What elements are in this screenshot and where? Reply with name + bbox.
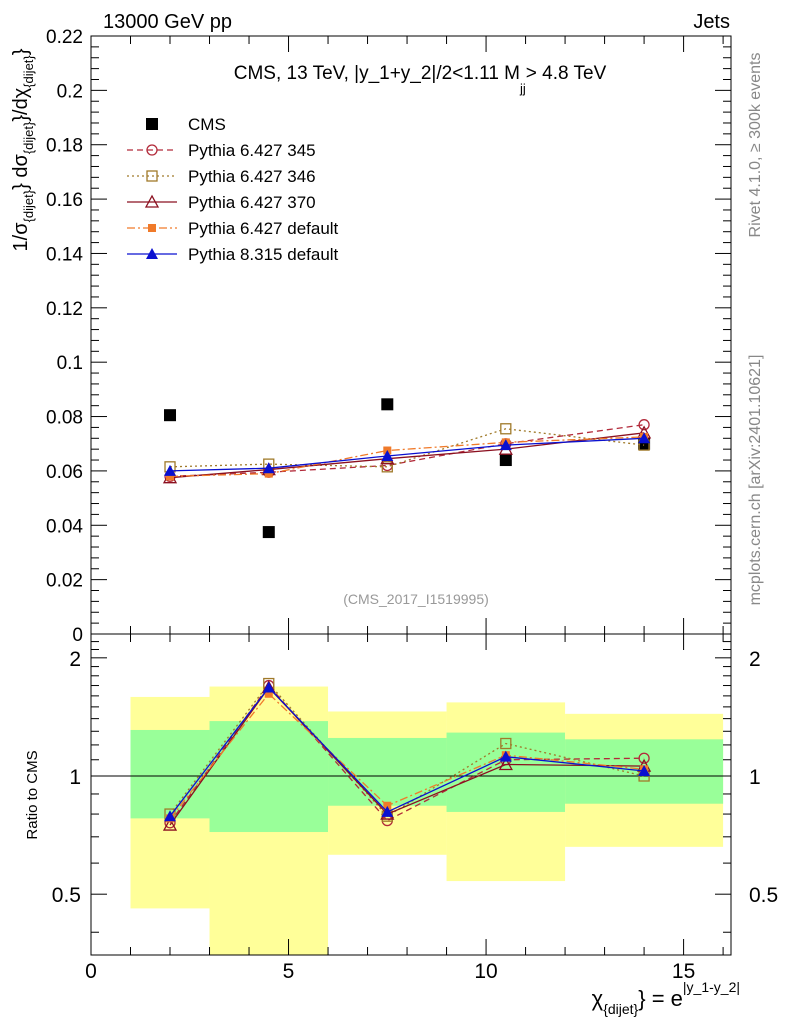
point-5-1 xyxy=(262,462,275,474)
ratio-panel: 0.5 0.5 1 1 2 2 0 5 10 15 Ratio to CMS χ{dijet}} … xyxy=(24,633,778,1017)
point-0-2 xyxy=(381,398,394,411)
main-ytick-label-10: 0.2 xyxy=(57,81,83,102)
series-5 xyxy=(164,432,651,476)
main-ytick-label-1: 0.02 xyxy=(46,571,83,592)
point-5-2 xyxy=(381,449,394,461)
ratio-point-4-4 xyxy=(638,764,651,776)
header-left: 13000 GeV pp xyxy=(103,11,232,33)
point-0-1 xyxy=(262,526,275,539)
point-1-4 xyxy=(638,419,650,431)
band-green-0 xyxy=(130,729,210,819)
main-series xyxy=(162,398,652,539)
ratio-point-4-2 xyxy=(381,805,394,817)
point-4-0 xyxy=(166,472,175,481)
main-ytick-label-7: 0.14 xyxy=(46,244,83,265)
ratio-ytick-label-right-2: 2 xyxy=(749,648,761,671)
main-ytick-label-3: 0.06 xyxy=(46,462,83,483)
xtick-label-2: 10 xyxy=(474,960,497,983)
main-ytick-label-5: 0.1 xyxy=(57,353,83,374)
ratio-point-2-0 xyxy=(162,817,178,831)
series-line-1 xyxy=(169,424,645,477)
ratio-point-4-3 xyxy=(499,750,512,762)
header-right: Jets xyxy=(693,11,730,33)
chart-title-sub: jj xyxy=(519,81,526,96)
point-2-2 xyxy=(381,461,393,473)
ratio-bands xyxy=(91,686,731,955)
point-5-0 xyxy=(164,464,177,476)
ratio-series-4 xyxy=(164,681,651,822)
ratio-frame xyxy=(90,633,732,956)
point-0-3 xyxy=(499,454,512,467)
ratio-point-2-3 xyxy=(498,757,513,771)
ratio-ytick-label-0: 0.5 xyxy=(52,884,81,907)
legend-marker-5 xyxy=(146,248,158,259)
ratio-point-3-2 xyxy=(383,801,392,810)
legend-marker-4 xyxy=(148,224,156,232)
point-4-1 xyxy=(264,469,273,478)
legend-label-1: Pythia 6.427 345 xyxy=(188,141,316,160)
main-ticks: 0 0.02 0.04 0.06 0.08 0.1 0.12 0.14 0.16 0.18 0.2 0… xyxy=(46,27,731,646)
chart-title-main: CMS, 13 TeV, |y_1+y_2|/2<1.11 M xyxy=(234,63,520,84)
mcplots-label: mcplots.cern.ch [arXiv:2401.10621] xyxy=(747,355,764,606)
legend-marker-1 xyxy=(146,144,158,156)
series-line-2 xyxy=(169,428,645,468)
legend-label-0: CMS xyxy=(188,115,226,134)
x-axis-label: χ{dijet}} = e|y_1-y_2| xyxy=(592,979,740,1017)
ratio-point-4-1 xyxy=(262,681,275,693)
main-frame xyxy=(90,35,732,635)
main-ytick-label-8: 0.16 xyxy=(46,190,83,211)
rivet-label: Rivet 4.1.0, ≥ 300k events xyxy=(747,53,764,238)
main-ytick-label-4: 0.08 xyxy=(46,408,83,429)
xtick-label-3: 15 xyxy=(672,960,695,983)
ratio-series xyxy=(162,677,652,831)
main-panel: 0 0.02 0.04 0.06 0.08 0.1 0.12 0.14 0.16 0.18 0.2 0… xyxy=(10,27,732,646)
point-2-3 xyxy=(500,423,512,435)
series-2 xyxy=(164,423,650,473)
ratio-point-1-3 xyxy=(500,737,512,750)
legend-label-4: Pythia 6.427 default xyxy=(188,219,339,238)
ratio-ytick-label-2: 2 xyxy=(69,648,81,671)
point-5-4 xyxy=(638,432,651,444)
legend-label-3: Pythia 6.427 370 xyxy=(188,193,316,212)
xtick-label-1: 5 xyxy=(283,960,295,983)
legend-label-2: Pythia 6.427 346 xyxy=(188,167,316,186)
chart-title-tail: > 4.8 TeV xyxy=(526,63,607,84)
ratio-ticks: 0.5 0.5 1 1 2 2 0 5 10 15 xyxy=(52,634,778,983)
ratio-point-4-0 xyxy=(164,810,177,822)
chart-title: CMS, 13 TeV, |y_1+y_2|/2<1.11 Mjj> 4.8 T… xyxy=(234,63,607,96)
legend-marker-2 xyxy=(146,170,158,182)
legend-marker-0 xyxy=(146,118,158,130)
ratio-point-3-1 xyxy=(264,689,273,698)
main-ytick-label-0: 0 xyxy=(72,625,83,646)
series-line-5 xyxy=(169,437,645,472)
main-ytick-label-9: 0.18 xyxy=(46,136,83,157)
main-ytick-label-6: 0.12 xyxy=(46,299,83,320)
point-0-0 xyxy=(164,409,177,422)
ratio-ytick-label-right-0: 0.5 xyxy=(749,884,778,907)
ratio-ytick-label-1: 1 xyxy=(69,766,81,789)
main-ylabel: 1/σ{dijet}} dσ{dijet}}/dχ{dijet}} xyxy=(10,48,36,251)
band-green-2 xyxy=(328,737,447,806)
point-5-3 xyxy=(499,439,512,451)
series-0 xyxy=(164,398,651,539)
ratio-point-0-4 xyxy=(638,752,650,764)
main-ytick-label-11: 0.22 xyxy=(46,27,83,48)
ratio-ytick-label-right-1: 1 xyxy=(749,766,761,789)
legend-label-5: Pythia 8.315 default xyxy=(188,245,339,264)
analysis-id: (CMS_2017_I1519995) xyxy=(343,591,489,607)
xtick-label-0: 0 xyxy=(85,960,97,983)
main-ytick-label-2: 0.04 xyxy=(46,516,83,537)
ratio-ylabel: Ratio to CMS xyxy=(24,750,41,839)
legend: CMS Pythia 6.427 345 Pythia 6.427 346 Pythi… xyxy=(127,115,339,264)
legend-marker-3 xyxy=(144,194,160,208)
